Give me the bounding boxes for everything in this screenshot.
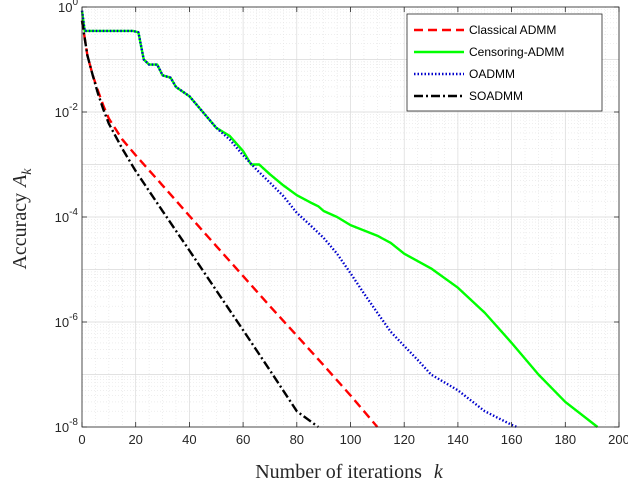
legend-label-oadmm: OADMM — [469, 67, 515, 81]
plot-lines — [80, 10, 599, 429]
y-tick-label: 100 — [58, 0, 78, 15]
y-axis-title-text: Accuracy — [9, 193, 31, 270]
x-tick-label: 0 — [78, 432, 85, 447]
y-tick-label: 10-4 — [55, 207, 79, 225]
x-tick-label: 140 — [447, 432, 469, 447]
grid — [81, 6, 620, 428]
series-line-classical-admm — [80, 20, 379, 428]
x-tick-label: 20 — [128, 432, 142, 447]
series-line-oadmm — [80, 10, 518, 429]
legend: Classical ADMM Censoring-ADMM OADMM SOAD… — [406, 13, 603, 112]
y-axis-subscript: k — [20, 168, 35, 175]
x-axis-title-text: Number of iterations — [255, 461, 422, 483]
x-axis-variable: k — [434, 461, 444, 483]
x-tick-label: 100 — [340, 432, 362, 447]
ticks: 0 20 40 60 80 100 120 140 160 180 200 100 10-2 10-4 10… — [55, 0, 628, 447]
y-tick-label: 10-8 — [55, 417, 79, 435]
x-tick-label: 40 — [182, 432, 196, 447]
y-tick-label: 10-6 — [55, 312, 79, 330]
y-tick-label: 10-2 — [55, 102, 79, 120]
x-tick-label: 180 — [554, 432, 576, 447]
x-tick-label: 200 — [608, 432, 628, 447]
x-tick-label: 80 — [290, 432, 304, 447]
legend-label-censoring-admm: Censoring-ADMM — [469, 45, 564, 59]
x-tick-label: 60 — [236, 432, 250, 447]
legend-label-classical-admm: Classical ADMM — [469, 23, 556, 37]
x-tick-label: 160 — [501, 432, 523, 447]
x-axis-title: Number of iterations k — [255, 461, 444, 483]
series-line-soadmm — [80, 20, 319, 428]
x-tick-label: 120 — [393, 432, 415, 447]
legend-label-soadmm: SOADMM — [469, 89, 523, 103]
y-axis-variable: A — [9, 174, 31, 189]
series-line-censoring-admm — [80, 10, 599, 428]
y-axis-title: Accuracy Ak — [9, 168, 35, 270]
